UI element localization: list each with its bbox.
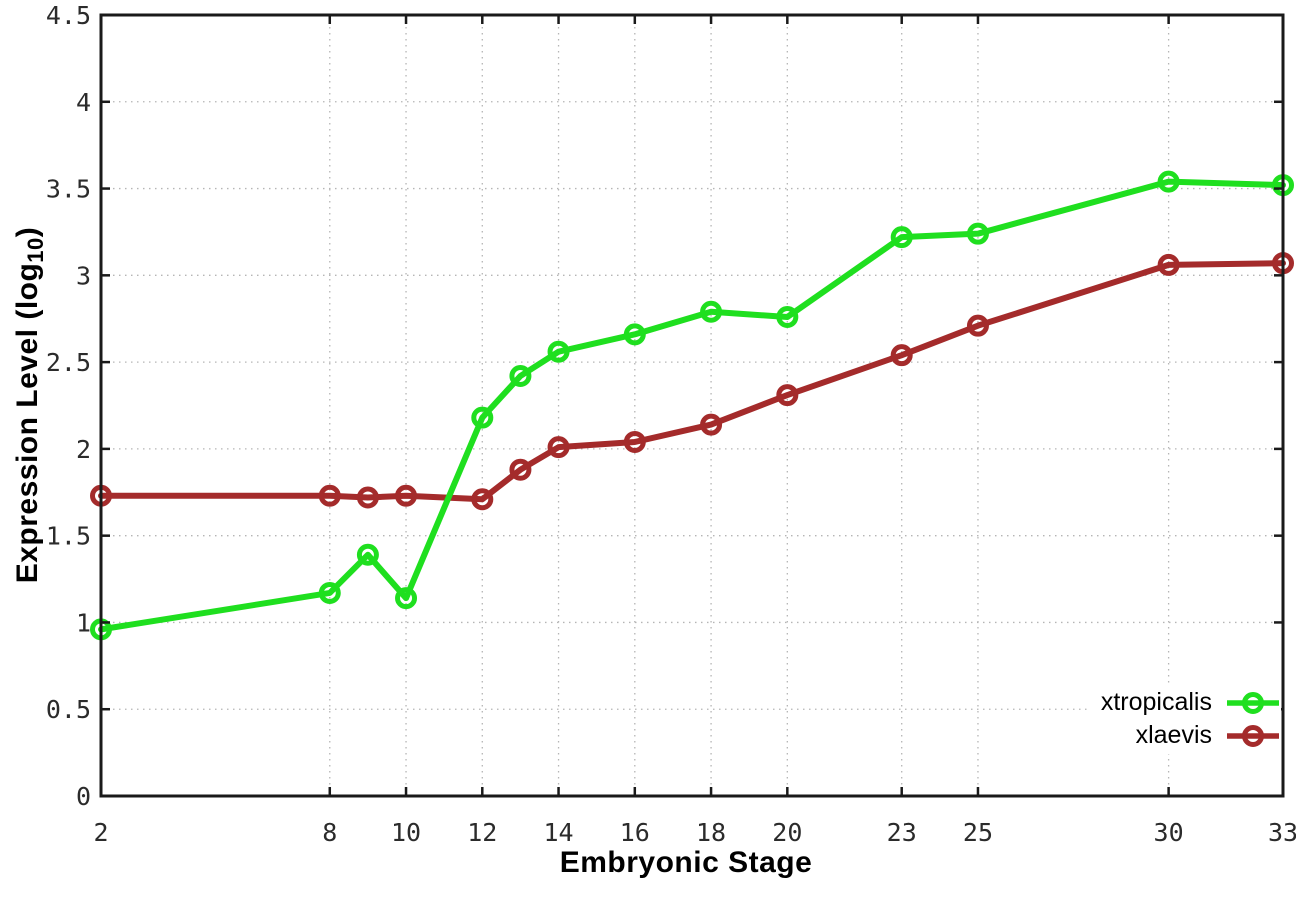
series-xtropicalis-point bbox=[1157, 170, 1180, 193]
y-axis-title-close: ) bbox=[11, 226, 44, 238]
series-xlaevis-point bbox=[547, 436, 570, 459]
x-tick-label: 12 bbox=[467, 818, 497, 847]
series-xlaevis-point bbox=[318, 484, 341, 507]
series-xlaevis-point bbox=[623, 430, 646, 453]
x-tick-label: 8 bbox=[322, 818, 337, 847]
series-xlaevis-line bbox=[98, 260, 1286, 503]
y-axis-title-subscript: 10 bbox=[23, 237, 48, 263]
x-tick-label: 18 bbox=[696, 818, 726, 847]
series-xtropicalis-point bbox=[395, 587, 418, 610]
series-xtropicalis-point bbox=[547, 340, 570, 363]
legend-label: xtropicalis bbox=[1100, 688, 1212, 716]
y-tick-label: 3.5 bbox=[46, 175, 91, 204]
series-xtropicalis-point bbox=[776, 305, 799, 328]
series-xlaevis-point bbox=[471, 488, 494, 511]
x-tick-label: 10 bbox=[391, 818, 421, 847]
y-tick-label: 3 bbox=[76, 261, 91, 290]
x-tick-label: 33 bbox=[1268, 818, 1296, 847]
legend-item-xtropicalis: xtropicalis bbox=[1101, 686, 1281, 719]
series-xlaevis-point bbox=[509, 458, 532, 481]
legend-sample-line-icon bbox=[1227, 724, 1279, 747]
y-tick-label: 2 bbox=[76, 435, 91, 464]
y-axis-title-text: Expression Level (log bbox=[11, 262, 44, 584]
series-xtropicalis-point bbox=[356, 543, 379, 566]
series-xlaevis-point bbox=[966, 314, 989, 337]
legend-sample-line-icon bbox=[1227, 691, 1279, 714]
series-xlaevis-point bbox=[356, 486, 379, 509]
series-xtropicalis-point bbox=[966, 222, 989, 245]
y-axis-title: Expression Level (log10) bbox=[11, 227, 49, 584]
series-xlaevis-point bbox=[776, 384, 799, 407]
y-tick-label: 4 bbox=[76, 88, 91, 117]
y-tick-label: 4.5 bbox=[46, 1, 91, 30]
legend-item-xlaevis: xlaevis bbox=[1101, 719, 1281, 752]
x-tick-label: 14 bbox=[543, 818, 573, 847]
x-tick-label: 20 bbox=[772, 818, 802, 847]
x-tick-label: 23 bbox=[887, 818, 917, 847]
y-tick-label: 1.5 bbox=[46, 522, 91, 551]
x-tick-label: 2 bbox=[93, 818, 108, 847]
series-xtropicalis-point bbox=[471, 406, 494, 429]
x-tick-label: 30 bbox=[1154, 818, 1184, 847]
y-tick-label: 2.5 bbox=[46, 348, 91, 377]
series-xtropicalis-point bbox=[890, 226, 913, 249]
y-tick-label: 1 bbox=[76, 608, 91, 637]
legend: xtropicalis xlaevis bbox=[1086, 684, 1281, 754]
x-tick-label: 16 bbox=[620, 818, 650, 847]
series-xtropicalis-line bbox=[98, 178, 1286, 633]
x-tick-label: 25 bbox=[963, 818, 993, 847]
y-tick-label: 0 bbox=[76, 782, 91, 811]
series-xlaevis-point bbox=[395, 484, 418, 507]
plot-border bbox=[99, 13, 1285, 798]
series-xtropicalis-point bbox=[509, 364, 532, 387]
legend-label: xlaevis bbox=[1135, 721, 1212, 749]
series-xtropicalis-point bbox=[623, 323, 646, 346]
series-xlaevis-point bbox=[700, 413, 723, 436]
series-xlaevis-point bbox=[890, 344, 913, 367]
series-xtropicalis-point bbox=[700, 300, 723, 323]
series-xtropicalis-point bbox=[318, 581, 341, 604]
x-axis-title: Embryonic Stage bbox=[559, 846, 813, 879]
y-tick-label: 0.5 bbox=[46, 695, 91, 724]
series-xlaevis-point bbox=[1157, 253, 1180, 276]
